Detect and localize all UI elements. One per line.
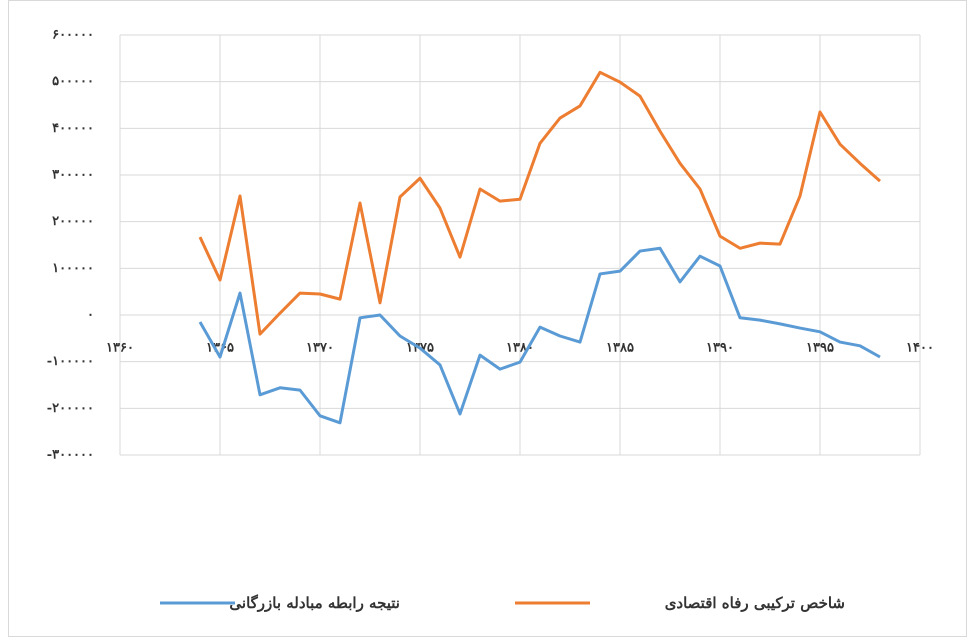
x-tick-label: ۱۳۷۰ — [306, 341, 334, 356]
y-tick-label: -۳۰۰۰۰۰ — [47, 448, 94, 463]
y-tick-label: -۲۰۰۰۰۰ — [47, 401, 94, 416]
x-tick-label: ۱۳۶۰ — [106, 341, 134, 356]
y-tick-label: ۶۰۰۰۰۰ — [52, 28, 94, 43]
y-tick-label: ۱۰۰۰۰۰ — [52, 261, 94, 276]
x-tick-label: ۱۴۰۰ — [906, 341, 934, 356]
y-tick-label: -۱۰۰۰۰۰ — [47, 354, 94, 369]
y-tick-label: ۴۰۰۰۰۰ — [52, 121, 94, 136]
x-tick-label: ۱۳۹۰ — [706, 341, 734, 356]
series-line — [198, 70, 881, 336]
y-tick-label: ۰ — [87, 308, 94, 323]
legend-label: شاخص ترکیبی رفاه اقتصادی — [665, 594, 845, 612]
legend-label: نتیجه رابطه مبادله بازرگانی — [229, 594, 400, 612]
y-tick-label: ۲۰۰۰۰۰ — [52, 214, 94, 229]
x-tick-label: ۱۳۸۵ — [606, 341, 634, 356]
chart-frame — [8, 0, 967, 637]
series-line — [198, 246, 881, 425]
y-tick-label: ۳۰۰۰۰۰ — [52, 168, 94, 183]
x-tick-label: ۱۳۹۵ — [806, 341, 834, 356]
y-tick-label: ۵۰۰۰۰۰ — [52, 74, 94, 89]
